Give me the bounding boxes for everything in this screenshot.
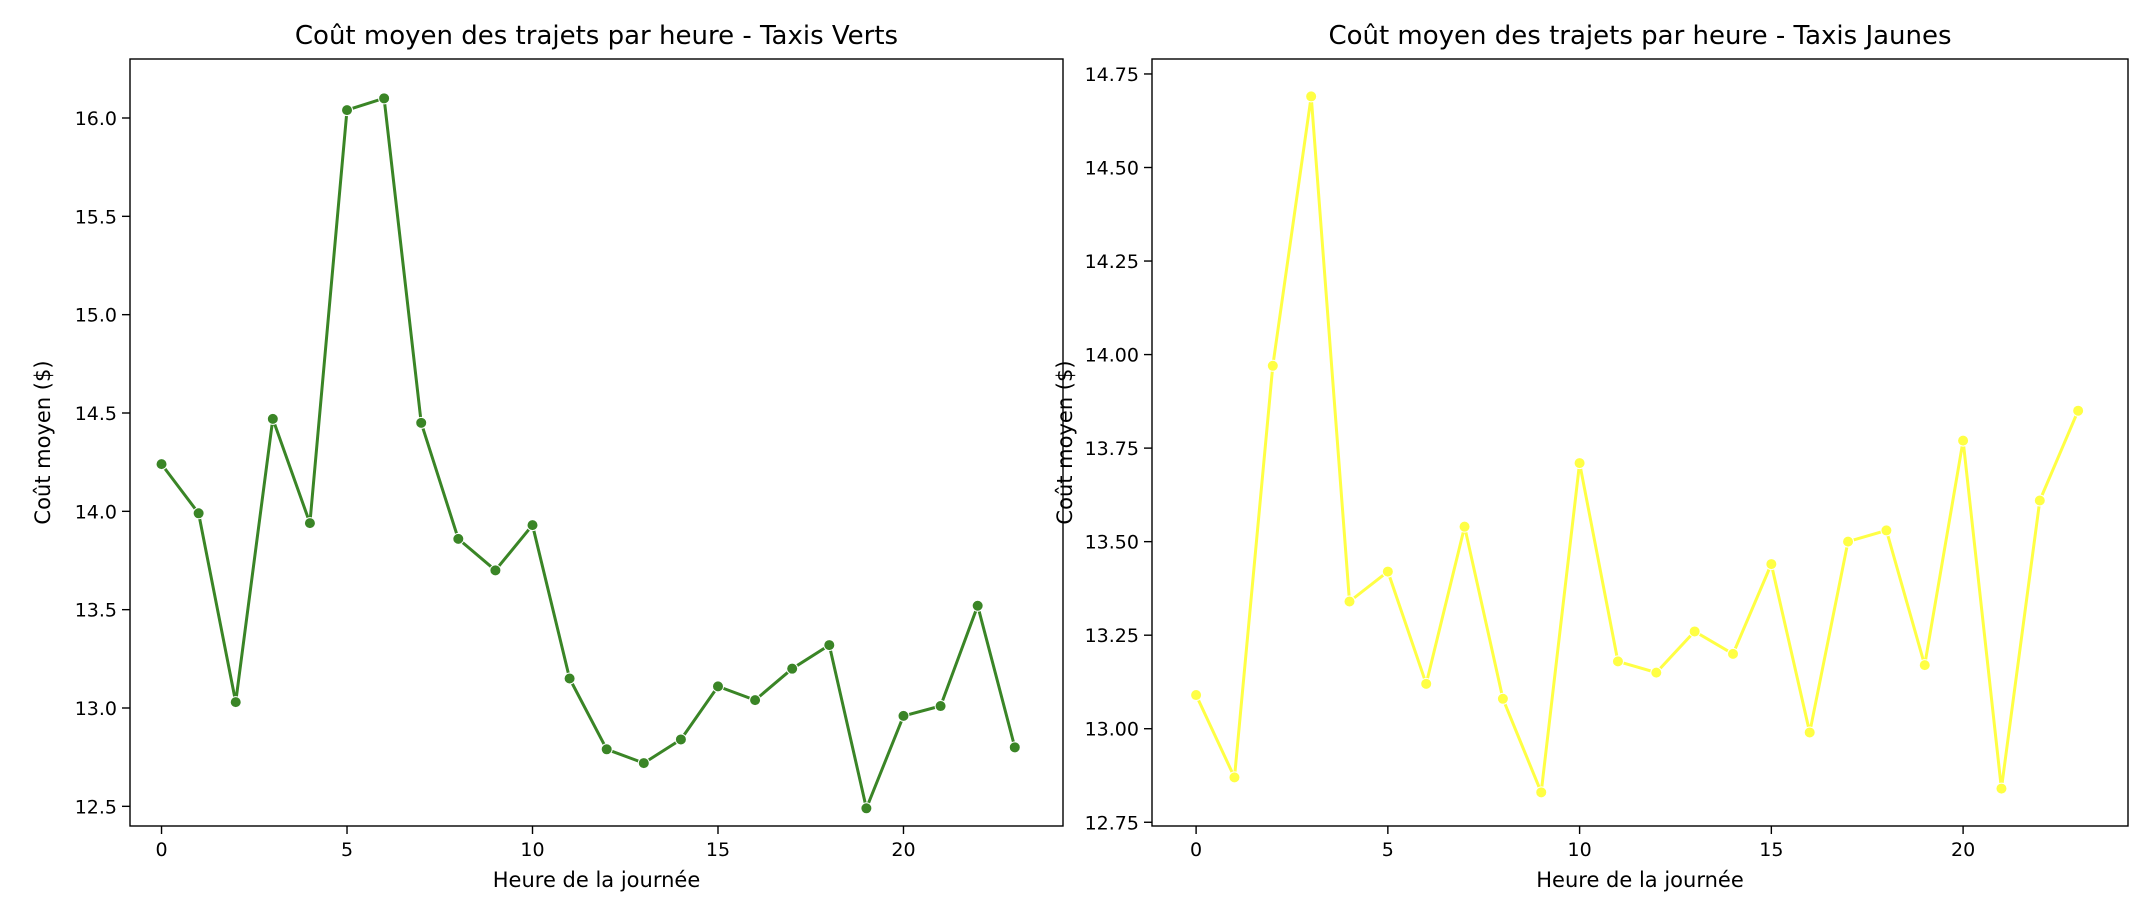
data-point: [1535, 786, 1548, 799]
data-point: [563, 672, 576, 685]
data-point: [823, 639, 836, 652]
y-tick-label: 15.5: [75, 206, 117, 228]
data-point: [155, 458, 168, 471]
x-tick-label: 20: [891, 839, 915, 861]
data-point: [1842, 535, 1855, 548]
data-point: [1611, 655, 1624, 668]
data-point: [1496, 692, 1509, 705]
y-axis-label: Coût moyen ($): [1053, 360, 1077, 524]
data-point: [637, 757, 650, 770]
data-point: [674, 733, 687, 746]
data-point: [1266, 359, 1279, 372]
x-axis-label: Heure de la journée: [1536, 868, 1744, 892]
chart-title: Coût moyen des trajets par heure - Taxis…: [1328, 21, 1951, 51]
data-point: [897, 709, 910, 722]
x-axis-label: Heure de la journée: [493, 868, 701, 892]
x-tick-label: 20: [1951, 839, 1975, 861]
y-tick-label: 15.0: [75, 305, 117, 327]
data-point: [1381, 565, 1394, 578]
x-tick-label: 0: [1190, 839, 1202, 861]
y-tick-label: 14.00: [1085, 345, 1139, 367]
y-tick-label: 14.50: [1085, 158, 1139, 180]
data-point: [1458, 520, 1471, 533]
series-line: [1194, 94, 2080, 794]
y-tick-label: 14.75: [1085, 64, 1139, 86]
y-tick-label: 13.00: [1085, 719, 1139, 741]
x-tick-label: 10: [1568, 839, 1592, 861]
data-point: [786, 662, 799, 675]
y-tick-label: 13.25: [1085, 625, 1139, 647]
series-line: [160, 96, 1017, 810]
x-tick-label: 0: [155, 839, 167, 861]
data-point: [1995, 782, 2008, 795]
data-point: [2072, 404, 2085, 417]
data-point: [600, 743, 613, 756]
data-point: [1765, 558, 1778, 571]
data-point: [749, 694, 762, 707]
data-point: [1305, 90, 1318, 103]
data-point: [526, 519, 539, 532]
data-point: [1420, 677, 1433, 690]
data-point: [1880, 524, 1893, 537]
y-tick-label: 13.50: [1085, 532, 1139, 554]
data-point: [192, 507, 205, 520]
data-point: [378, 92, 391, 105]
y-tick-label: 16.0: [75, 108, 117, 130]
data-point: [1190, 689, 1203, 702]
data-point: [1228, 771, 1241, 784]
data-point: [452, 532, 465, 545]
y-tick-label: 12.75: [1085, 812, 1139, 834]
data-point: [1343, 595, 1356, 608]
data-point: [303, 517, 316, 530]
data-point: [934, 700, 947, 713]
data-point: [1688, 625, 1701, 638]
y-tick-label: 14.25: [1085, 251, 1139, 273]
data-point: [1650, 666, 1663, 679]
plot-frame: [1151, 58, 2129, 827]
data-point: [860, 802, 873, 815]
x-tick-label: 5: [1382, 839, 1394, 861]
chart-2: Coût moyen des trajets par heure - Taxis…: [1053, 21, 2129, 892]
x-tick-label: 15: [1759, 839, 1783, 861]
data-point: [1726, 647, 1739, 660]
data-point: [229, 696, 242, 709]
plot-frame: [129, 58, 1064, 827]
y-tick-label: 14.0: [75, 501, 117, 523]
x-tick-label: 10: [520, 839, 544, 861]
data-point: [971, 599, 984, 612]
data-point: [1918, 659, 1931, 672]
chart-1: Coût moyen des trajets par heure - Taxis…: [31, 21, 1064, 892]
y-tick-label: 13.5: [75, 600, 117, 622]
data-point: [415, 416, 428, 429]
y-tick-label: 13.0: [75, 698, 117, 720]
data-point: [489, 564, 502, 577]
data-point: [1803, 726, 1816, 739]
y-axis-label: Coût moyen ($): [31, 360, 55, 524]
y-tick-label: 14.5: [75, 403, 117, 425]
data-point: [711, 680, 724, 693]
data-point: [1008, 741, 1021, 754]
data-point: [266, 412, 279, 425]
x-tick-label: 15: [706, 839, 730, 861]
data-point: [1573, 457, 1586, 470]
chart-title: Coût moyen des trajets par heure - Taxis…: [295, 21, 898, 51]
x-tick-label: 5: [341, 839, 353, 861]
data-point: [1957, 434, 1970, 447]
y-tick-label: 12.5: [75, 796, 117, 818]
data-point: [2033, 494, 2046, 507]
data-point: [341, 104, 354, 117]
y-tick-label: 13.75: [1085, 438, 1139, 460]
